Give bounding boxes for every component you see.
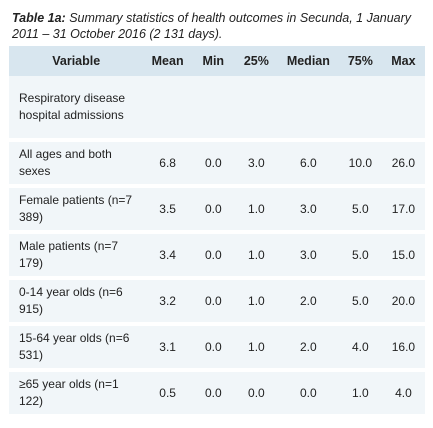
cell-75: 5.0 <box>338 276 382 324</box>
table-caption: Table 1a: Summary statistics of health o… <box>12 10 422 42</box>
cell-mean: 3.2 <box>143 276 192 324</box>
cell-median: 6.0 <box>277 138 339 186</box>
cell-max: 17.0 <box>381 184 425 232</box>
row-label: ≥65 year olds (n=1 122) <box>9 368 144 414</box>
cell-mean: 6.8 <box>143 138 192 186</box>
cell-min: 0.0 <box>191 322 235 370</box>
cell-mean: 0.5 <box>143 368 192 414</box>
cell-max: 20.0 <box>381 276 425 324</box>
cell-25: 1.0 <box>234 322 278 370</box>
header-variable: Variable <box>9 46 144 76</box>
cell-min: 0.0 <box>191 184 235 232</box>
row-label: All ages and both sexes <box>9 138 144 186</box>
header-25: 25% <box>234 46 278 76</box>
section-row: Respiratory disease hospital admissions <box>9 76 425 140</box>
empty-cell <box>338 76 382 140</box>
cell-min: 0.0 <box>191 368 235 414</box>
cell-max: 26.0 <box>381 138 425 186</box>
header-median: Median <box>277 46 339 76</box>
cell-median: 0.0 <box>277 368 339 414</box>
cell-mean: 3.4 <box>143 230 192 278</box>
cell-25: 1.0 <box>234 230 278 278</box>
table-row: Female patients (n=7 389) 3.5 0.0 1.0 3.0 5.0… <box>9 184 425 232</box>
caption-label: Table 1a: <box>12 11 66 25</box>
cell-mean: 3.1 <box>143 322 192 370</box>
empty-cell <box>277 76 339 140</box>
cell-75: 1.0 <box>338 368 382 414</box>
cell-25: 0.0 <box>234 368 278 414</box>
table-header-row: Variable Mean Min 25% Median 75% Max <box>9 46 425 76</box>
section-label: Respiratory disease hospital admissions <box>9 76 144 140</box>
empty-cell <box>143 76 192 140</box>
cell-max: 16.0 <box>381 322 425 370</box>
cell-min: 0.0 <box>191 230 235 278</box>
table-row: Male patients (n=7 179) 3.4 0.0 1.0 3.0 5.0 15… <box>9 230 425 278</box>
table-row: All ages and both sexes 6.8 0.0 3.0 6.0 10.0 2… <box>9 138 425 186</box>
cell-min: 0.0 <box>191 276 235 324</box>
cell-mean: 3.5 <box>143 184 192 232</box>
empty-cell <box>381 76 425 140</box>
cell-25: 1.0 <box>234 276 278 324</box>
row-label: Female patients (n=7 389) <box>9 184 144 232</box>
summary-statistics-table: Variable Mean Min 25% Median 75% Max Res… <box>9 46 425 414</box>
empty-cell <box>234 76 278 140</box>
cell-25: 3.0 <box>234 138 278 186</box>
cell-min: 0.0 <box>191 138 235 186</box>
table-row: 0-14 year olds (n=6 915) 3.2 0.0 1.0 2.0 5.0 2… <box>9 276 425 324</box>
cell-median: 2.0 <box>277 276 339 324</box>
cell-75: 4.0 <box>338 322 382 370</box>
table-row: ≥65 year olds (n=1 122) 0.5 0.0 0.0 0.0 1.0 4.… <box>9 368 425 414</box>
row-label: 0-14 year olds (n=6 915) <box>9 276 144 324</box>
row-label: Male patients (n=7 179) <box>9 230 144 278</box>
header-max: Max <box>381 46 425 76</box>
cell-median: 3.0 <box>277 230 339 278</box>
cell-median: 2.0 <box>277 322 339 370</box>
cell-max: 15.0 <box>381 230 425 278</box>
caption-text: Summary statistics of health outcomes in… <box>12 11 412 41</box>
cell-75: 5.0 <box>338 184 382 232</box>
header-mean: Mean <box>143 46 192 76</box>
header-min: Min <box>191 46 235 76</box>
cell-25: 1.0 <box>234 184 278 232</box>
header-75: 75% <box>338 46 382 76</box>
table-row: 15-64 year olds (n=6 531) 3.1 0.0 1.0 2.0 4.0… <box>9 322 425 370</box>
row-label: 15-64 year olds (n=6 531) <box>9 322 144 370</box>
cell-75: 10.0 <box>338 138 382 186</box>
cell-75: 5.0 <box>338 230 382 278</box>
cell-median: 3.0 <box>277 184 339 232</box>
cell-max: 4.0 <box>381 368 425 414</box>
empty-cell <box>191 76 235 140</box>
